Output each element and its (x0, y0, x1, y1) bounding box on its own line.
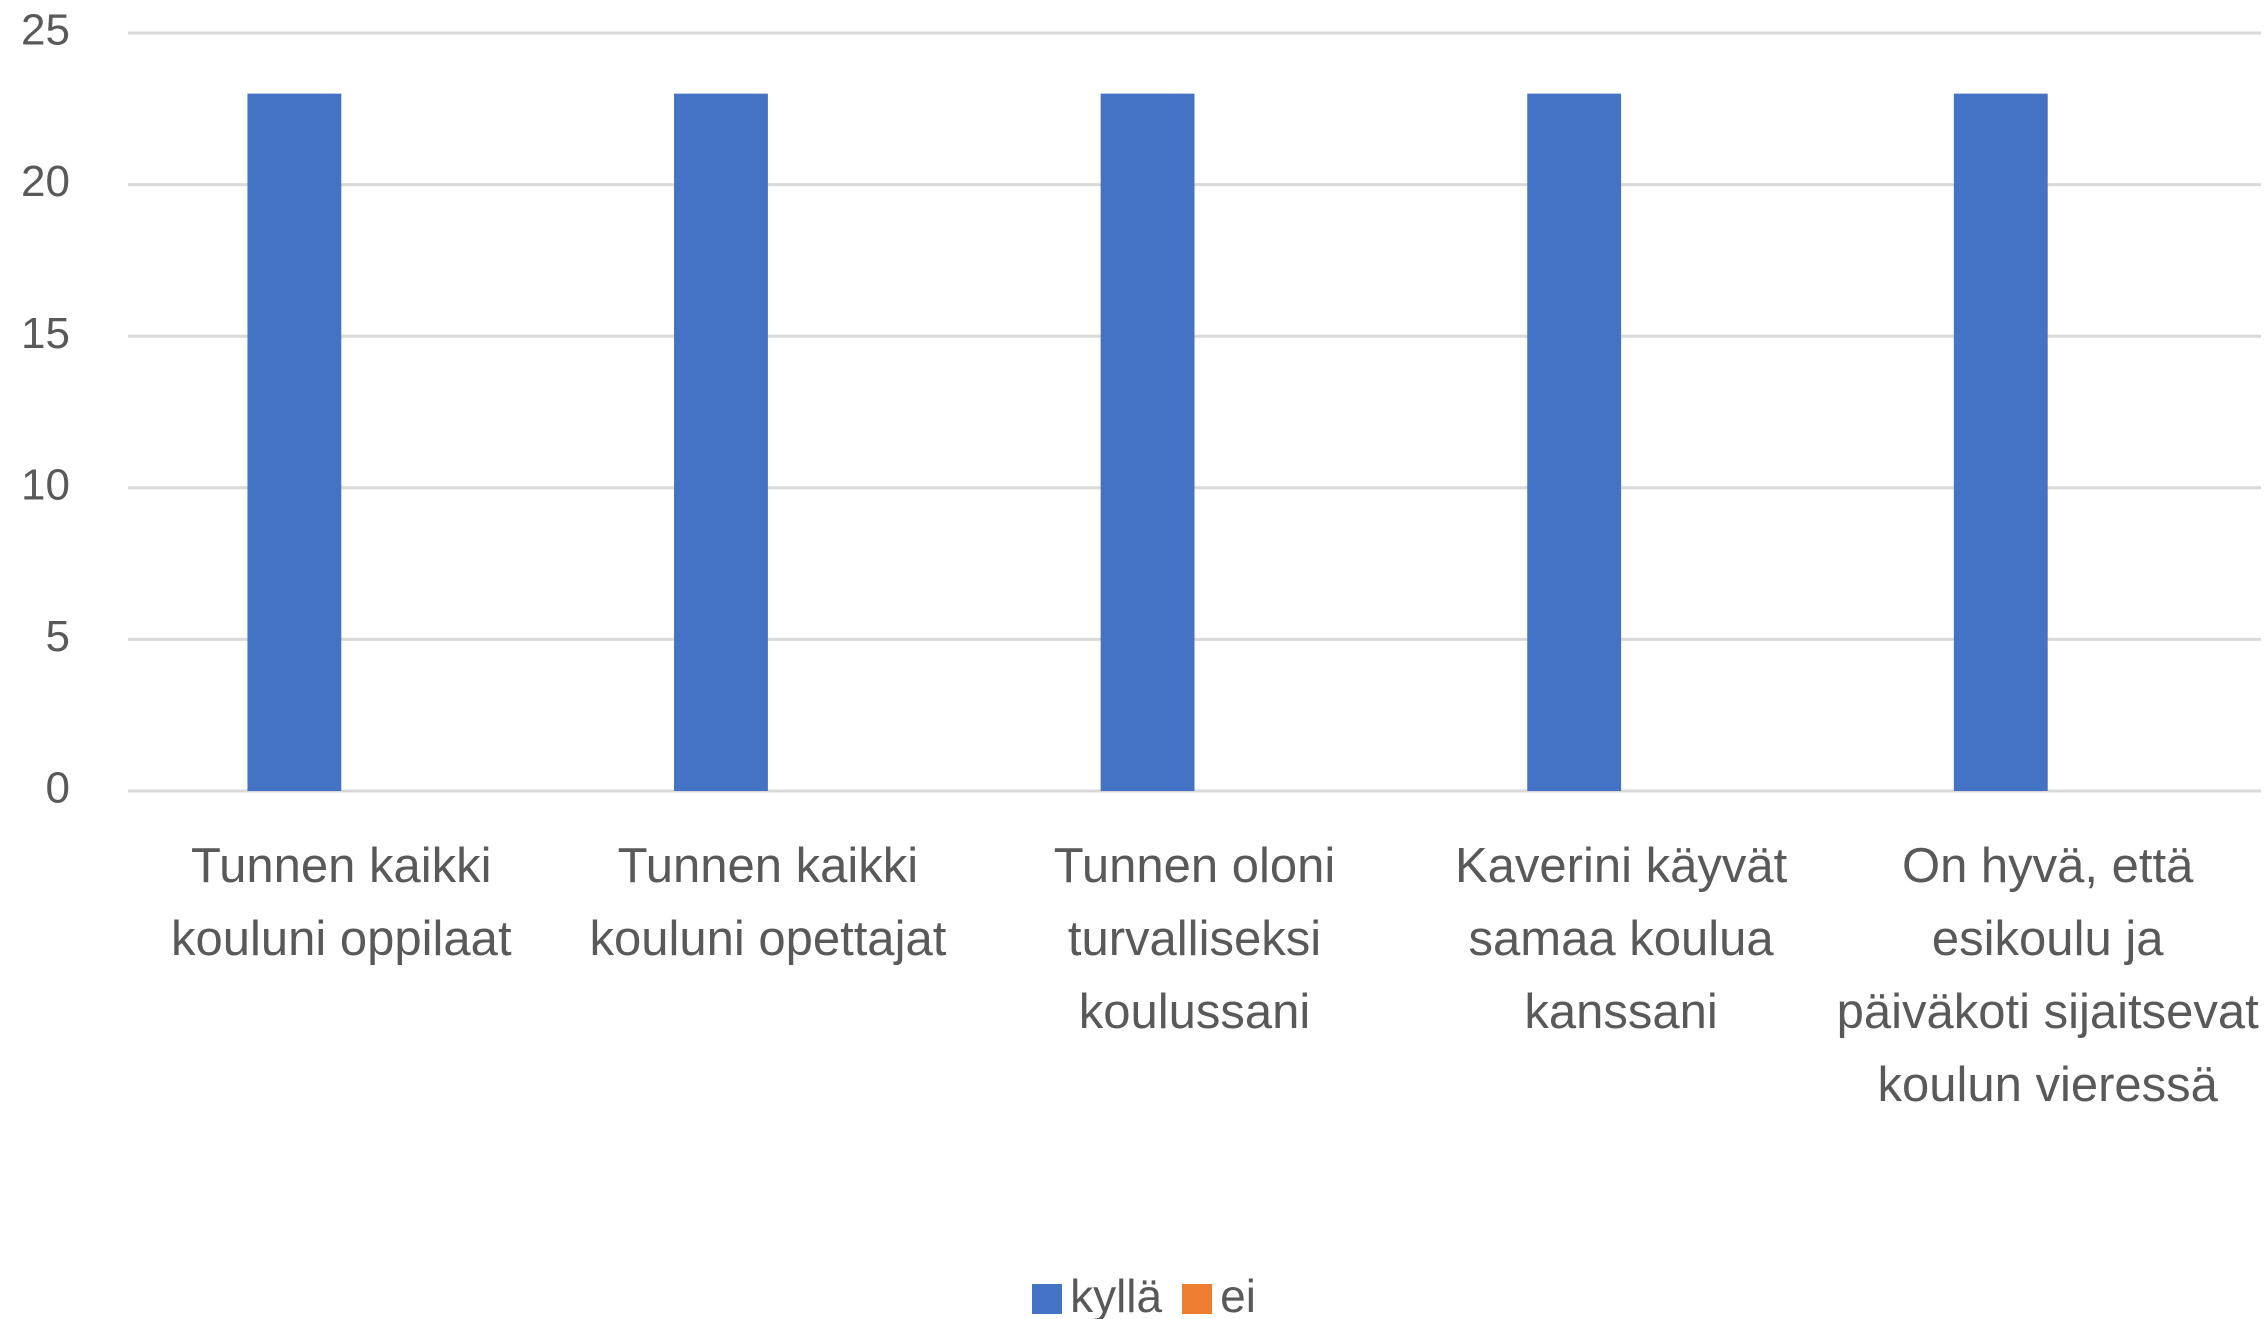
legend-label: ei (1220, 1270, 1256, 1319)
y-tick-label: 10 (21, 460, 70, 509)
x-tick-label: On hyvä, että esikoulu ja päiväkoti sija… (1836, 839, 2259, 1112)
y-tick-label: 25 (21, 6, 70, 55)
legend: kyllä ei (0, 1268, 2268, 1319)
bar (1527, 93, 1622, 791)
x-tick-label: Tunnen kaikki kouluni opettajat (589, 839, 947, 966)
x-tick-label: Tunnen kaikki kouluni oppilaat (171, 839, 512, 966)
y-tick-label: 15 (21, 309, 70, 358)
x-tick-label: Kaverini käyvät samaa koulua kanssani (1454, 839, 1788, 1039)
legend-swatch (1182, 1284, 1213, 1314)
y-tick-label: 20 (21, 157, 70, 206)
bar (674, 93, 768, 791)
bar (1100, 93, 1195, 791)
bar (247, 93, 342, 791)
legend-label: kyllä (1070, 1270, 1163, 1319)
x-tick-label: Tunnen oloni turvalliseksi koulussani (1053, 839, 1336, 1039)
y-tick-label: 5 (46, 612, 70, 661)
legend-swatch (1032, 1284, 1063, 1314)
bar (1953, 93, 2048, 791)
y-tick-label: 0 (46, 764, 70, 813)
